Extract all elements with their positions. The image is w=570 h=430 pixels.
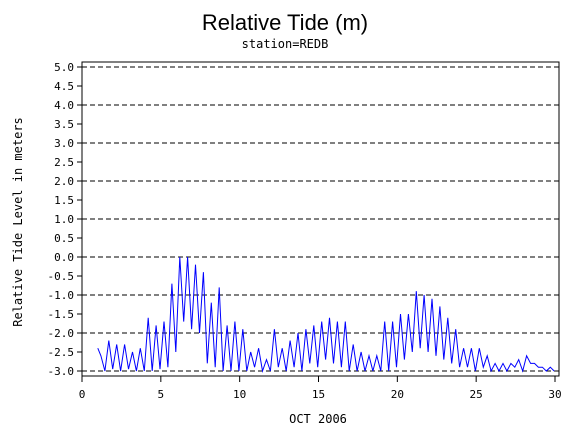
y-tick-label: -3.0 xyxy=(48,365,75,378)
y-tick-label: -0.5 xyxy=(48,270,75,283)
y-tick-label: -1.5 xyxy=(48,308,75,321)
x-tick-label: 30 xyxy=(548,388,561,401)
y-axis-ticks: -3.0 -2.5 -2.0 -1.5 -1.0 -0.5 0.0 0.5 1.0 1.5 2.0 2… xyxy=(48,61,82,378)
x-tick-label: 0 xyxy=(79,388,86,401)
y-tick-label: 3.5 xyxy=(54,118,74,131)
chart-title: Relative Tide (m) xyxy=(202,10,368,35)
y-axis-label: Relative Tide Level in meters xyxy=(11,117,25,327)
gridlines xyxy=(82,66,559,372)
x-tick-label: 15 xyxy=(312,388,325,401)
y-tick-label: 5.0 xyxy=(54,61,74,74)
y-tick-label: -2.5 xyxy=(48,346,75,359)
y-tick-label: -1.0 xyxy=(48,289,75,302)
y-tick-label: 2.0 xyxy=(54,175,74,188)
y-tick-label: 1.0 xyxy=(54,213,74,226)
x-tick-label: 10 xyxy=(233,388,246,401)
x-axis-label: OCT 2006 xyxy=(289,412,347,426)
x-tick-label: 25 xyxy=(470,388,483,401)
y-tick-label: 4.0 xyxy=(54,99,74,112)
y-tick-label: 0.0 xyxy=(54,251,74,264)
plot-frame xyxy=(81,61,560,377)
y-tick-label: 1.5 xyxy=(54,194,74,207)
x-tick-label: 5 xyxy=(158,388,165,401)
x-tick-label: 20 xyxy=(391,388,404,401)
x-axis-ticks: 0 5 10 15 20 25 30 xyxy=(79,376,562,401)
y-tick-label: -2.0 xyxy=(48,327,75,340)
y-tick-label: 4.5 xyxy=(54,80,74,93)
y-tick-label: 0.5 xyxy=(54,232,74,245)
y-tick-label: 3.0 xyxy=(54,137,74,150)
chart-subtitle: station=REDB xyxy=(242,37,329,51)
y-tick-label: 2.5 xyxy=(54,156,74,169)
tide-series-line xyxy=(97,256,555,373)
